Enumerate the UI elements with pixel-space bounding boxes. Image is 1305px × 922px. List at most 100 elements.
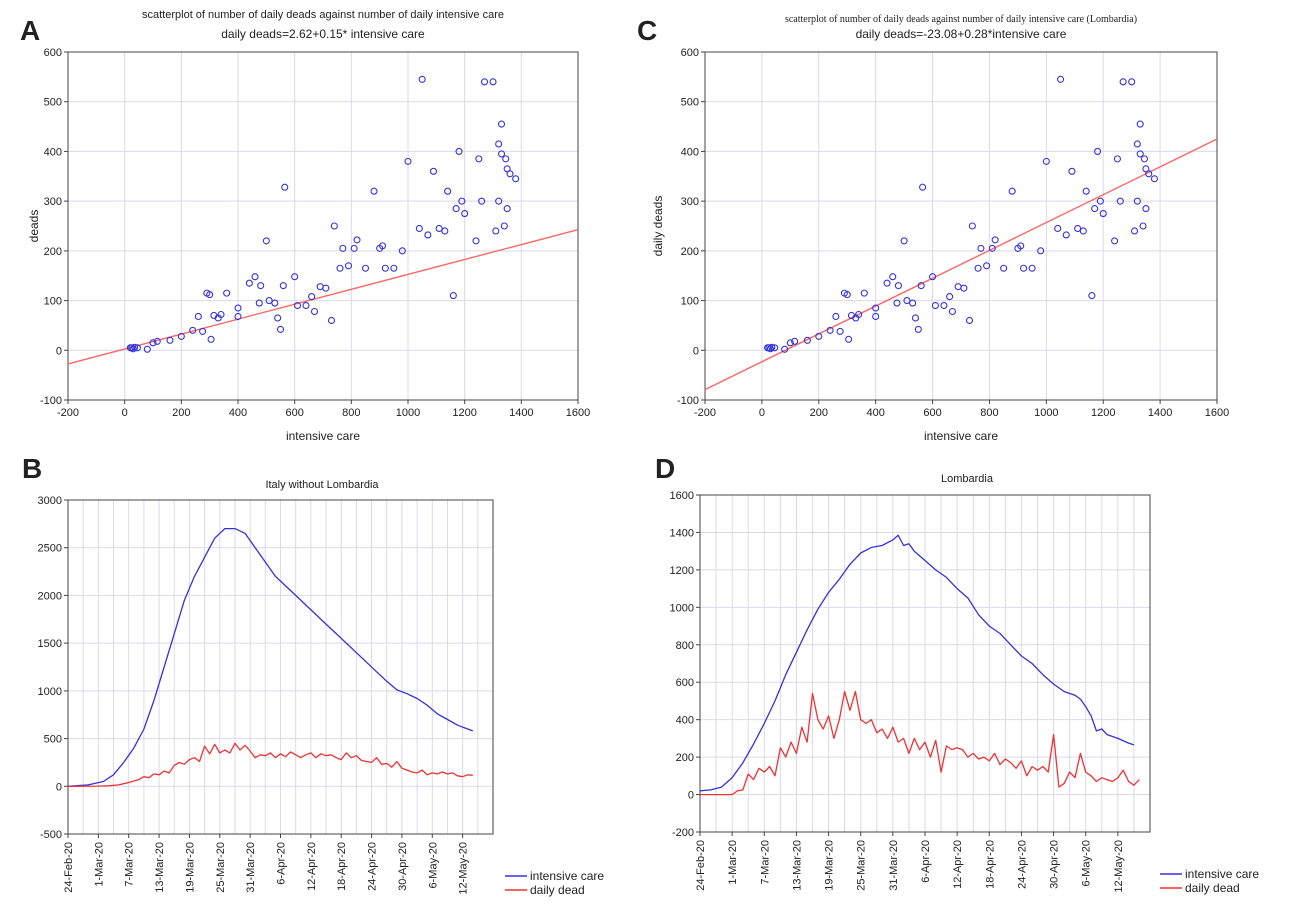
scatter-point bbox=[370, 187, 378, 195]
x-tick-label: 0 bbox=[759, 407, 765, 419]
x-tick-label: 13-Mar-20 bbox=[154, 842, 166, 893]
scatter-point bbox=[206, 291, 214, 299]
y-axis-label: deads bbox=[27, 210, 41, 243]
scatter-point bbox=[1136, 150, 1144, 158]
scatter-point bbox=[1099, 210, 1107, 218]
x-tick-label: 400 bbox=[229, 407, 247, 419]
scatter-point bbox=[1000, 264, 1008, 272]
chart-title: scatterplot of number of daily deads aga… bbox=[785, 14, 1137, 25]
panel-label: B bbox=[22, 453, 42, 484]
scatter-point bbox=[330, 222, 338, 230]
panel-label: C bbox=[637, 15, 657, 46]
y-tick-label: 300 bbox=[681, 196, 699, 208]
scatter-point bbox=[909, 299, 917, 307]
scatter-point bbox=[497, 150, 506, 158]
scatter-point bbox=[917, 282, 925, 290]
scatter-point bbox=[889, 273, 897, 281]
scatter-point bbox=[194, 312, 202, 321]
scatter-point bbox=[766, 345, 774, 353]
scatter-point bbox=[316, 283, 324, 291]
scatter-point bbox=[166, 336, 174, 344]
y-tick-label: 400 bbox=[681, 146, 699, 158]
scatter-point bbox=[207, 335, 215, 343]
scatter-point bbox=[129, 345, 137, 353]
scatter-point bbox=[974, 264, 982, 272]
scatter-point bbox=[189, 326, 197, 334]
scatter-point bbox=[1017, 242, 1025, 250]
scatter-point bbox=[265, 297, 273, 305]
scatter-point bbox=[791, 337, 799, 345]
scatter-point bbox=[502, 155, 510, 163]
y-tick-label: 200 bbox=[676, 752, 694, 764]
x-tick-label: 18-Apr-20 bbox=[984, 840, 996, 889]
scatter-point bbox=[1128, 78, 1136, 86]
scatter-point bbox=[503, 205, 511, 213]
chart-subtitle: daily deads=2.62+0.15* intensive care bbox=[221, 27, 425, 41]
scatter-point bbox=[1133, 197, 1141, 205]
y-tick-label: 500 bbox=[44, 734, 62, 746]
scatter-point bbox=[452, 205, 460, 213]
scatter-point bbox=[1111, 237, 1119, 245]
scatter-point bbox=[903, 297, 911, 305]
scatter-point bbox=[223, 289, 231, 297]
x-tick-label: 6-Apr-20 bbox=[920, 840, 932, 883]
scatter-point bbox=[291, 273, 299, 281]
plot-frame bbox=[704, 51, 1218, 401]
scatter-point bbox=[497, 120, 506, 128]
x-tick-label: 12-May-20 bbox=[458, 842, 470, 895]
scatter-point bbox=[1113, 155, 1121, 163]
scatter-point bbox=[1042, 157, 1050, 165]
y-tick-label: 600 bbox=[44, 47, 62, 59]
chart-title: scatterplot of number of daily deads aga… bbox=[142, 9, 504, 21]
x-tick-label: 1-Mar-20 bbox=[93, 842, 105, 887]
scatter-point bbox=[855, 310, 863, 319]
scatter-point bbox=[444, 187, 452, 195]
x-tick-label: 24-Feb-20 bbox=[695, 840, 707, 891]
scatter-point bbox=[276, 325, 285, 333]
x-tick-label: 1200 bbox=[452, 407, 476, 419]
scatter-point bbox=[131, 343, 139, 351]
x-tick-label: 1400 bbox=[1148, 407, 1172, 419]
y-tick-label: -500 bbox=[40, 829, 62, 841]
x-tick-label: 6-May-20 bbox=[1081, 840, 1093, 886]
scatter-point bbox=[234, 304, 242, 312]
y-tick-label: 200 bbox=[681, 246, 699, 258]
x-axis-label: intensive care bbox=[924, 429, 998, 443]
scatter-point bbox=[914, 325, 922, 333]
scatter-point bbox=[768, 343, 776, 351]
y-tick-label: 1200 bbox=[670, 565, 694, 577]
x-tick-label: 1000 bbox=[1034, 407, 1058, 419]
scatter-point bbox=[919, 183, 927, 191]
y-tick-label: 0 bbox=[56, 345, 62, 357]
x-tick-label: 13-Mar-20 bbox=[791, 840, 803, 891]
scatter-point bbox=[1133, 140, 1141, 148]
scatter-point bbox=[893, 299, 901, 307]
scatter-point bbox=[931, 301, 939, 310]
x-tick-label: 18-Apr-20 bbox=[336, 842, 348, 891]
scatter-point bbox=[968, 222, 976, 230]
scatter-point bbox=[257, 282, 265, 290]
scatter-point bbox=[480, 78, 489, 86]
scatter-point bbox=[143, 345, 151, 353]
x-tick-label: 30-Apr-20 bbox=[397, 842, 409, 891]
scatter-point bbox=[424, 231, 432, 239]
plot-frame bbox=[67, 51, 579, 401]
scatter-point bbox=[1093, 147, 1102, 155]
scatter-point bbox=[826, 326, 834, 334]
x-tick-label: 200 bbox=[810, 407, 828, 419]
scatter-point bbox=[344, 262, 353, 270]
scatter-point bbox=[177, 332, 185, 340]
scatter-point bbox=[781, 345, 789, 353]
y-tick-label: 0 bbox=[688, 790, 694, 802]
scatter-point bbox=[153, 337, 161, 345]
scatter-point bbox=[1142, 205, 1150, 213]
x-tick-label: 1400 bbox=[509, 407, 533, 419]
scatter-point bbox=[940, 301, 948, 310]
x-tick-label: 12-May-20 bbox=[1113, 840, 1125, 893]
series-line-intensive-care bbox=[699, 534, 1135, 792]
scatter-point bbox=[1008, 187, 1016, 195]
panel-B: -500 0 500 1000 1500 2000 2500 3000 24-Feb-20 1-M… bbox=[22, 453, 604, 897]
scatter-point bbox=[415, 224, 423, 233]
